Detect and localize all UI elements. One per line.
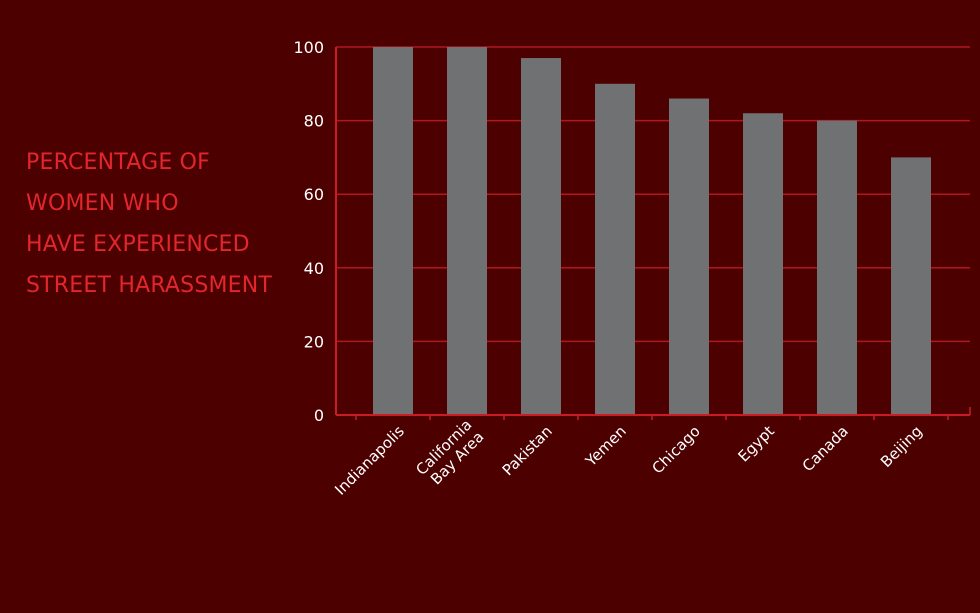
x-tick-label: Chicago: [648, 422, 703, 477]
x-tick-label-line: Egypt: [734, 422, 777, 465]
y-tick-label: 60: [304, 185, 324, 204]
y-tick-label: 80: [304, 112, 324, 131]
chart-title: PERCENTAGE OF WOMEN WHO HAVE EXPERIENCED…: [26, 142, 296, 306]
y-tick-label: 20: [304, 332, 324, 351]
x-tick-label-line: Yemen: [581, 422, 630, 471]
gridlines: [336, 46, 970, 343]
bar: [669, 98, 709, 416]
x-tick-label-line: Canada: [799, 422, 852, 475]
y-tick-label: 0: [314, 406, 324, 425]
bars: [373, 47, 931, 416]
bar: [743, 113, 783, 416]
x-tick-label-line: Pakistan: [499, 422, 556, 479]
chart-title-line: HAVE EXPERIENCED: [26, 232, 250, 257]
y-tick-labels: 0 20 40 60 80 100: [293, 38, 324, 425]
y-tick-label: 40: [304, 259, 324, 278]
x-tick-label: Egypt: [734, 422, 777, 465]
bar: [891, 157, 931, 415]
bar: [373, 47, 413, 415]
axes: [335, 47, 971, 420]
bar: [595, 83, 635, 416]
bar: [521, 58, 561, 415]
x-tick-label-line: Indianapolis: [331, 422, 408, 499]
x-tick-label-line: Beijing: [877, 422, 926, 471]
x-tick-label: Pakistan: [499, 422, 556, 479]
x-tick-label: Beijing: [877, 422, 926, 471]
x-tick-label-line: Chicago: [648, 422, 703, 477]
x-tick-label: Yemen: [581, 422, 630, 471]
chart-title-line: STREET HARASSMENT: [26, 273, 273, 298]
chart-title-line: PERCENTAGE OF: [26, 150, 210, 175]
bar: [817, 120, 857, 415]
x-tick-label: Canada: [799, 422, 852, 475]
x-tick-label: Indianapolis: [331, 422, 408, 499]
y-tick-label: 100: [293, 38, 324, 57]
chart-title-line: WOMEN WHO: [26, 191, 179, 216]
bar: [447, 47, 487, 415]
